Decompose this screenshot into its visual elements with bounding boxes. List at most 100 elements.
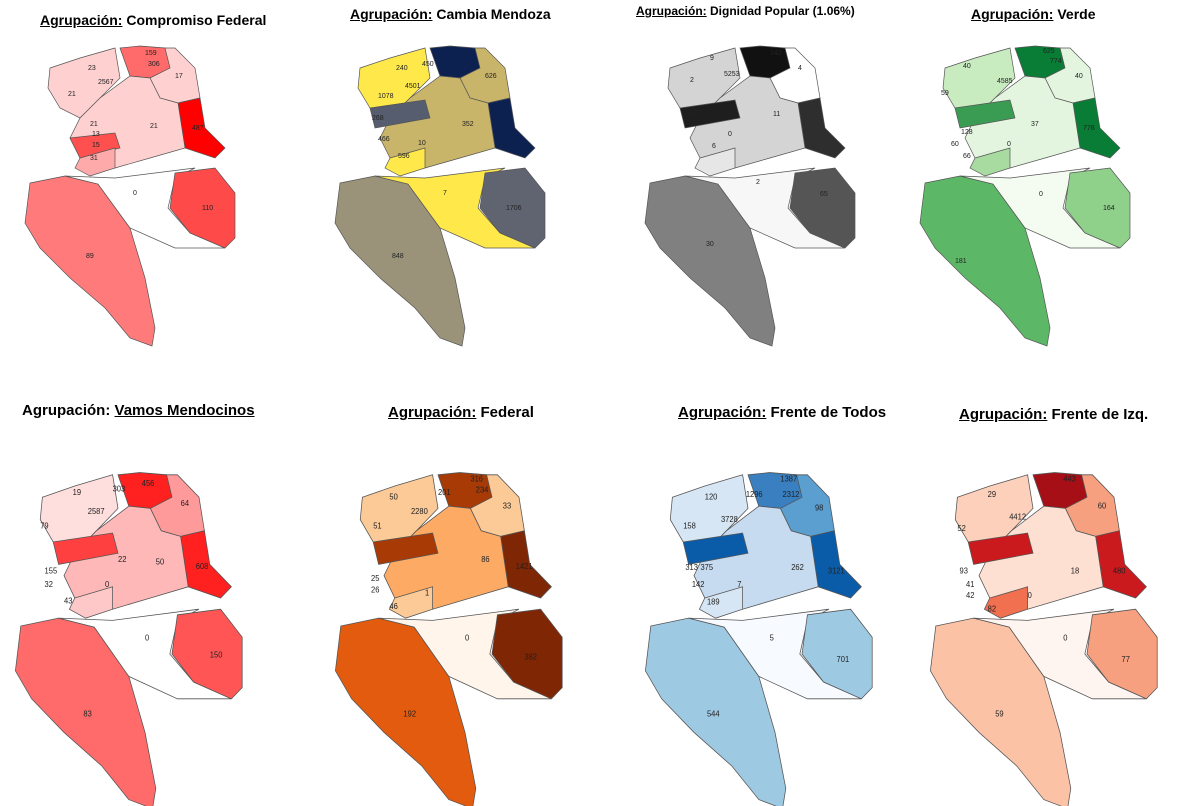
label-south: 83 <box>83 710 91 719</box>
label-mid3: 375 <box>700 563 713 572</box>
label-top: 303 <box>113 484 126 493</box>
map-panel-vamos-mendocinos: Agrupación: Vamos Mendocinos 19 303 456 … <box>10 400 270 806</box>
label-dense: 4412 <box>1009 512 1026 521</box>
province-map: 29 443 60 4412 52 18 480 93 41 42 82 0 0… <box>930 472 1158 806</box>
label-far-east: 776 <box>1083 125 1095 132</box>
label-top: 159 <box>145 50 157 57</box>
label-south: 181 <box>955 258 967 265</box>
title-prefix: Agrupación: <box>388 404 477 421</box>
title-prefix: Agrupación: <box>636 4 707 18</box>
label-far-east: 487 <box>192 125 204 132</box>
label-low: 189 <box>707 598 720 607</box>
region-lower <box>388 586 433 619</box>
label-west: 158 <box>683 521 696 530</box>
label-mid: 37 <box>1031 121 1039 128</box>
label-mid: 18 <box>1071 566 1079 575</box>
region-east <box>479 167 546 249</box>
title-prefix: Agrupación: <box>678 404 767 421</box>
label-mid: 262 <box>791 563 804 572</box>
label-center: 0 <box>1063 633 1067 642</box>
label-top3: 234 <box>476 486 489 495</box>
title-party: Verde <box>1057 6 1096 22</box>
label-mid2: 268 <box>372 115 384 122</box>
label-ne: 626 <box>485 73 497 80</box>
label-south: 544 <box>707 710 720 719</box>
region-lower <box>983 586 1028 619</box>
title-party: Federal <box>480 404 534 421</box>
label-mid5: 7 <box>737 580 741 589</box>
label-east: 164 <box>1103 205 1115 212</box>
panel-title: Agrupación: Frente de Izq. <box>959 406 1148 423</box>
panel-title: Agrupación: Vamos Mendocinos <box>22 402 255 419</box>
title-party: Frente de Izq. <box>1051 406 1149 423</box>
label-mid2: 21 <box>90 121 98 128</box>
label-west: 2 <box>690 77 694 84</box>
label-far-east: 1421 <box>516 562 533 571</box>
label-dense: 2567 <box>98 79 114 86</box>
label-mid4: 10 <box>418 140 426 147</box>
label-low: 66 <box>963 153 971 160</box>
region-far-east <box>1072 97 1121 159</box>
region-east <box>1086 608 1158 700</box>
label-dense: 4585 <box>997 78 1013 85</box>
region-lower <box>969 147 1011 177</box>
province-map: 50 201 316 234 33 2280 51 86 1421 25 26 … <box>335 472 563 806</box>
region-middle-band <box>954 99 1016 129</box>
label-ne: 33 <box>503 501 511 510</box>
province-map: 40 625 774 40 4585 59 37 776 128 66 0 60… <box>919 45 1131 347</box>
province-map: 240 450 626 4501 1078 352 268 466 10 596… <box>334 45 546 347</box>
region-east <box>491 608 563 700</box>
label-top: 142 <box>770 50 782 57</box>
region-east <box>169 167 236 249</box>
region-center-north <box>693 505 819 610</box>
label-mid: 352 <box>462 121 474 128</box>
label-nw: 23 <box>88 65 96 72</box>
label-ne: 40 <box>1075 73 1083 80</box>
label-dense: 4501 <box>405 83 421 90</box>
region-center-north <box>383 505 509 610</box>
label-nw: 40 <box>963 63 971 70</box>
label-nw: 19 <box>73 488 81 497</box>
label-mid2: 25 <box>371 574 379 583</box>
map-panel-federal: Agrupación: Federal 50 201 316 234 33 22… <box>330 400 590 806</box>
label-ne: 60 <box>1098 501 1106 510</box>
label-west: 59 <box>941 90 949 97</box>
region-middle-band <box>369 99 431 129</box>
title-party: Dignidad Popular (1.06%) <box>710 4 855 18</box>
map-panel-frente-de-todos: Agrupación: Frente de Todos 120 1387 129… <box>640 400 900 806</box>
label-west: 21 <box>68 91 76 98</box>
label-mid3: 41 <box>966 580 974 589</box>
label-top2: 306 <box>148 61 160 68</box>
panel-title: Agrupación: Verde <box>971 6 1095 22</box>
label-center: 2 <box>756 179 760 186</box>
label-low: 46 <box>389 602 397 611</box>
label-low: 596 <box>398 153 410 160</box>
label-mid3: 32 <box>45 580 53 589</box>
region-far-east <box>810 530 862 599</box>
region-east <box>171 608 243 700</box>
region-far-east <box>797 97 846 159</box>
label-low: 31 <box>90 155 98 162</box>
title-party: Cambia Mendoza <box>436 6 551 22</box>
label-ne: 64 <box>181 499 190 508</box>
label-far-east: 480 <box>1113 566 1126 575</box>
label-mid4: 0 <box>105 580 109 589</box>
label-south: 30 <box>706 241 714 248</box>
province-map: 23 159 306 17 2567 21 21 21 13 15 31 487… <box>24 45 236 347</box>
label-ne: 17 <box>175 73 183 80</box>
label-center: 0 <box>1039 191 1043 198</box>
panel-title: Agrupación: Federal <box>388 404 534 421</box>
label-center: 0 <box>145 633 149 642</box>
region-middle-band <box>679 99 741 129</box>
label-nw: 240 <box>396 65 408 72</box>
label-top2: 316 <box>470 474 483 483</box>
title-prefix: Agrupación: <box>350 6 433 22</box>
label-mid: 21 <box>150 123 158 130</box>
label-mid3: 13 <box>92 131 100 138</box>
label-east: 77 <box>1122 655 1130 664</box>
region-center-north <box>689 75 806 169</box>
map-panel-cambia-mendoza: Agrupación: Cambia Mendoza 240 450 626 4… <box>330 6 580 348</box>
region-lower <box>384 147 426 177</box>
label-center: 0 <box>465 633 469 642</box>
label-top: 450 <box>422 61 434 68</box>
